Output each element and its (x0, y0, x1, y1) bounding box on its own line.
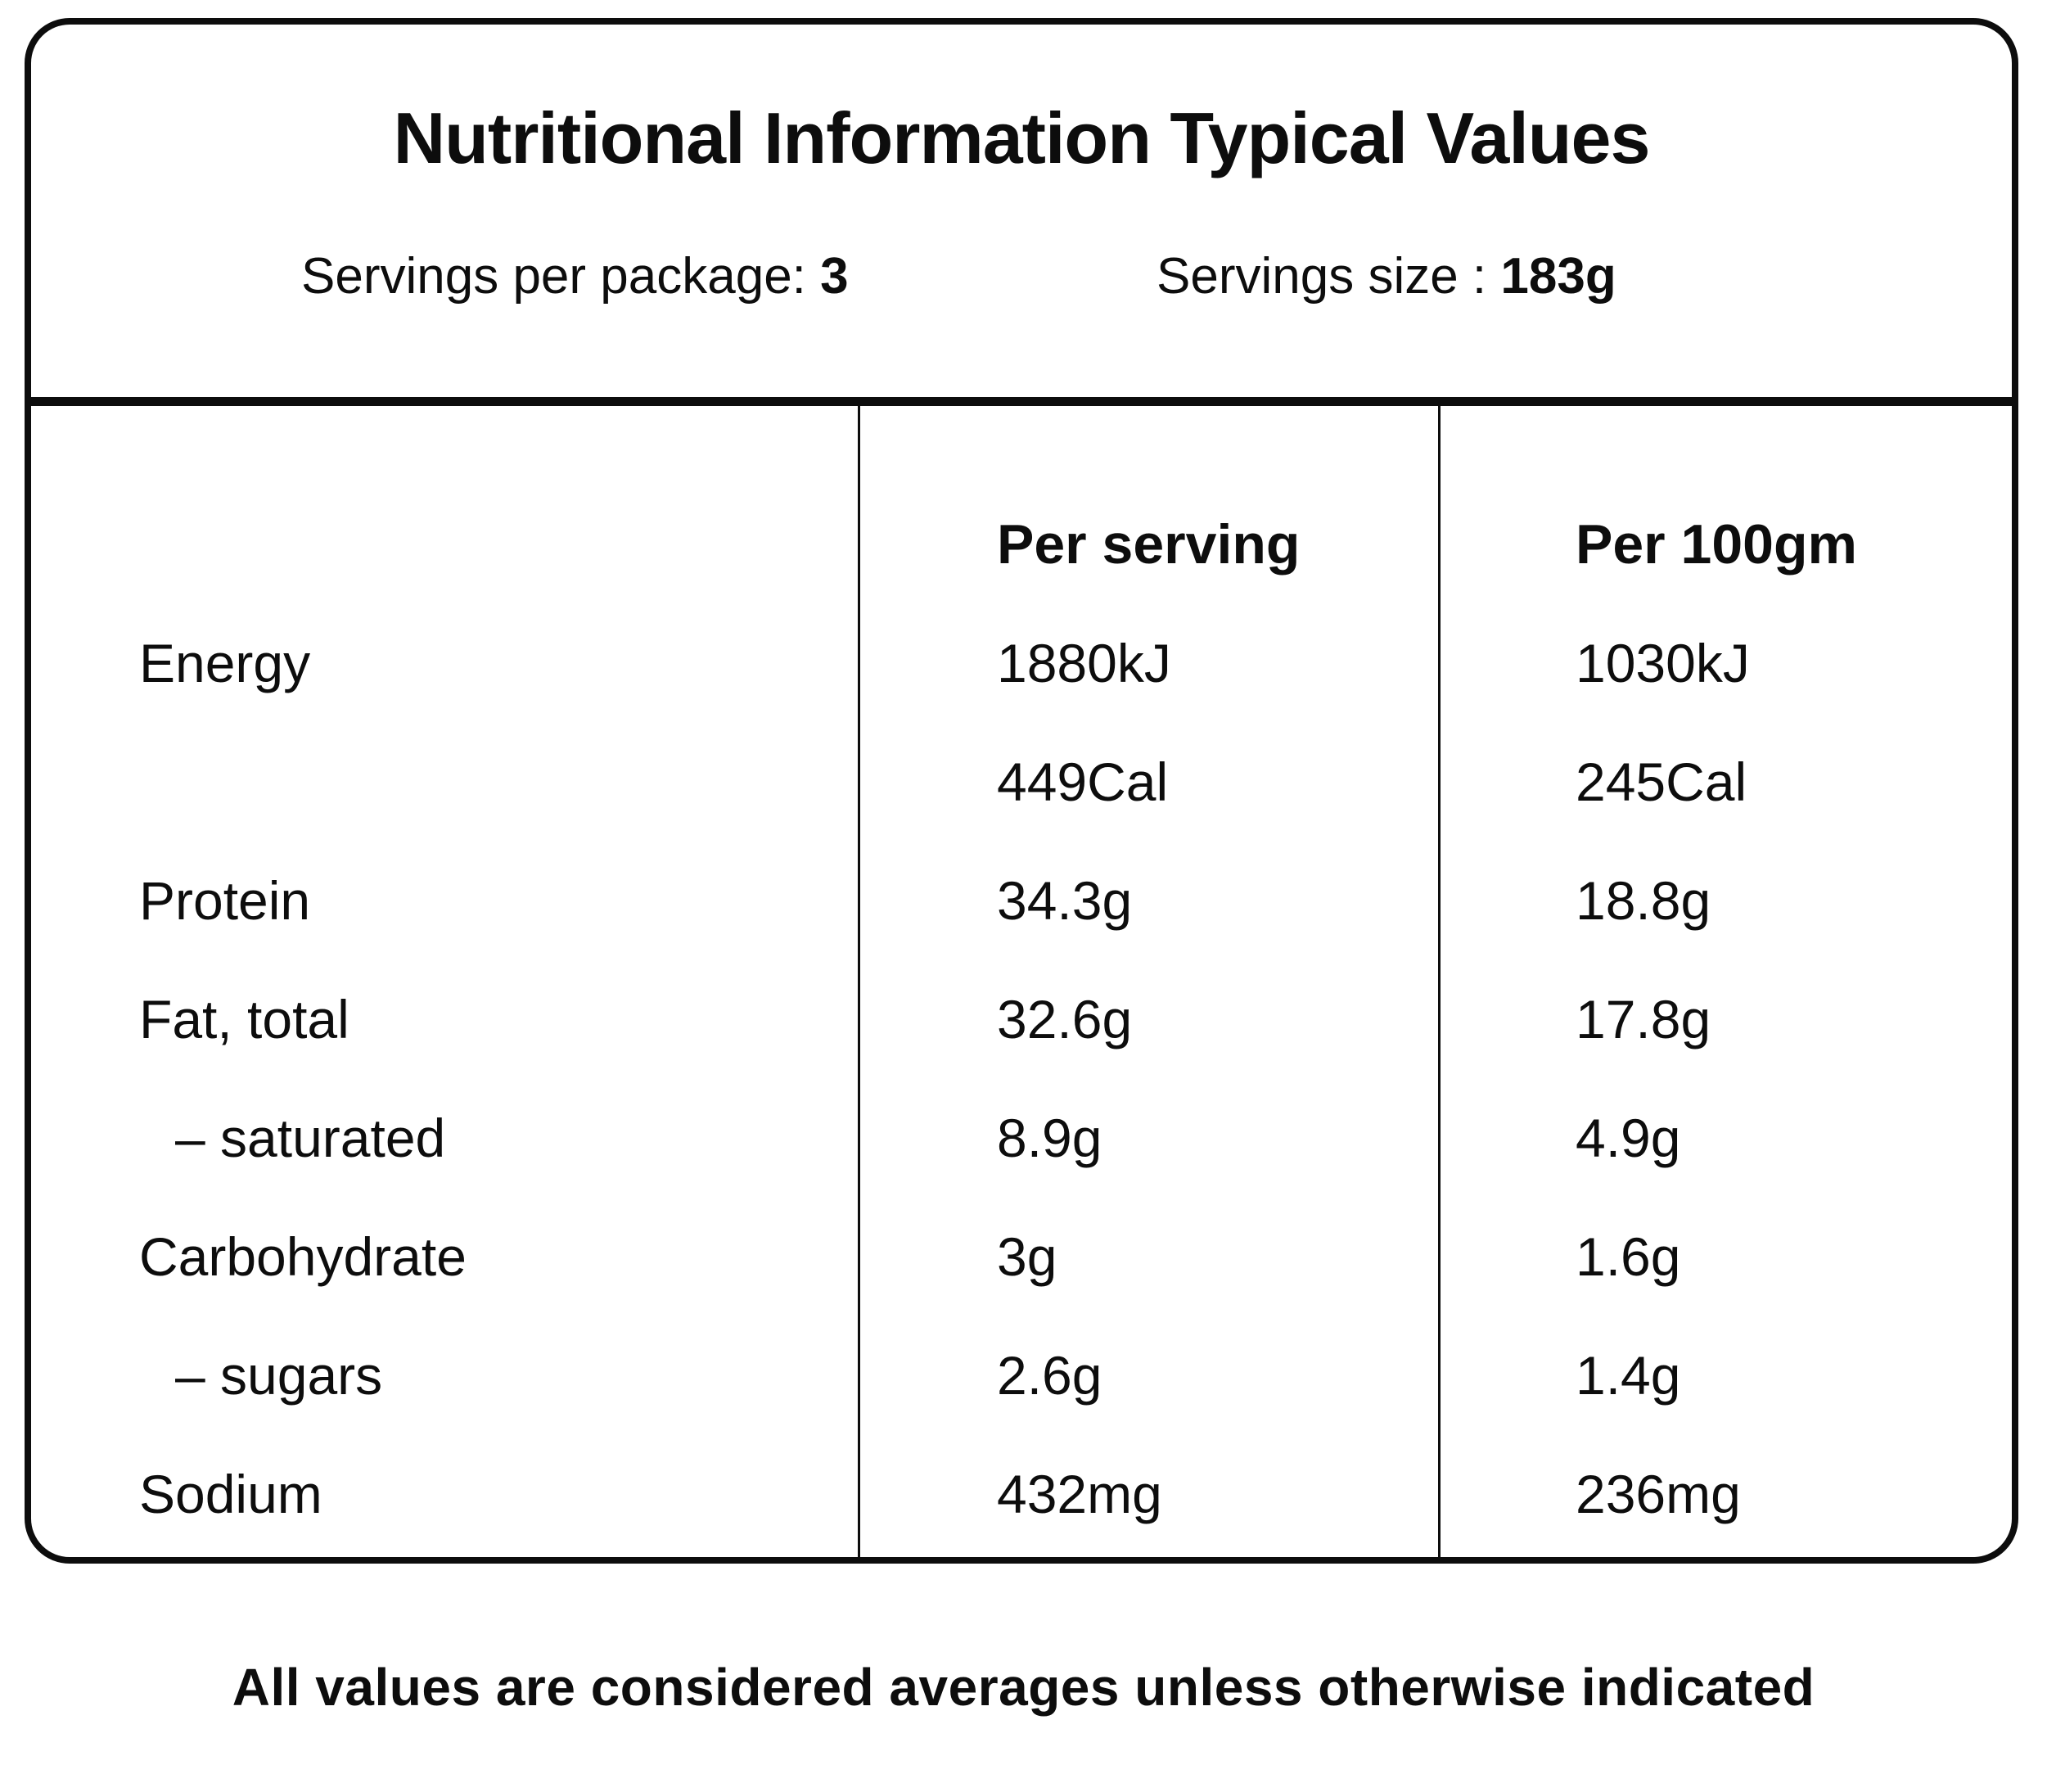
nutrition-table: Per serving Per 100gm Energy 1880kJ 1030… (31, 406, 2012, 1557)
row-value-protein-per-100g: 18.8g (1576, 869, 1711, 931)
column-divider-2 (1438, 406, 1441, 1557)
row-label-protein: Protein (139, 869, 311, 931)
footnote: All values are considered averages unles… (232, 1658, 1815, 1717)
row-value-fat-total-per-serving: 32.6g (997, 988, 1133, 1049)
servings-per-package: Servings per package: 3 (301, 247, 849, 305)
row-value-energy-kj-per-100g: 1030kJ (1576, 632, 1750, 693)
servings-per-package-value: 3 (820, 248, 849, 305)
header-divider (31, 397, 2012, 406)
row-label-saturated: – saturated (175, 1107, 446, 1168)
row-value-protein-per-serving: 34.3g (997, 869, 1133, 931)
row-value-energy-cal-per-serving: 449Cal (997, 751, 1169, 812)
row-label-carbohydrate: Carbohydrate (139, 1226, 467, 1287)
row-value-fat-total-per-100g: 17.8g (1576, 988, 1711, 1049)
serving-size-label: Servings size : (1157, 248, 1487, 305)
row-label-sugars: – sugars (175, 1344, 383, 1406)
row-value-energy-kj-per-serving: 1880kJ (997, 632, 1171, 693)
row-value-sodium-per-100g: 236mg (1576, 1463, 1741, 1524)
label-title: Nutritional Information Typical Values (393, 97, 1651, 178)
row-value-saturated-per-serving: 8.9g (997, 1107, 1102, 1168)
nutrition-label-card: Nutritional Information Typical Values S… (25, 18, 2018, 1564)
row-value-sugars-per-100g: 1.4g (1576, 1344, 1681, 1406)
column-divider-1 (858, 406, 860, 1557)
row-value-carbohydrate-per-100g: 1.6g (1576, 1226, 1681, 1287)
row-label-sodium: Sodium (139, 1463, 322, 1524)
serving-size-value: 183g (1500, 248, 1616, 305)
column-header-per-100g: Per 100gm (1576, 512, 1857, 576)
row-value-saturated-per-100g: 4.9g (1576, 1107, 1681, 1168)
serving-size: Servings size : 183g (1157, 247, 1616, 305)
column-header-per-serving: Per serving (997, 512, 1301, 576)
nutrition-grid: Per serving Per 100gm Energy 1880kJ 1030… (31, 406, 2012, 1553)
row-value-energy-cal-per-100g: 245Cal (1576, 751, 1747, 812)
row-label-energy-cal (31, 722, 858, 841)
row-label-energy: Energy (139, 632, 311, 693)
servings-per-package-label: Servings per package: (301, 248, 806, 305)
servings-line: Servings per package: 3 Servings size : … (31, 247, 2012, 313)
row-value-sugars-per-serving: 2.6g (997, 1344, 1102, 1406)
row-value-sodium-per-serving: 432mg (997, 1463, 1162, 1524)
row-value-carbohydrate-per-serving: 3g (997, 1226, 1057, 1287)
column-header-empty (31, 485, 858, 603)
row-label-fat-total: Fat, total (139, 988, 349, 1049)
label-header: Nutritional Information Typical Values S… (31, 25, 2012, 397)
